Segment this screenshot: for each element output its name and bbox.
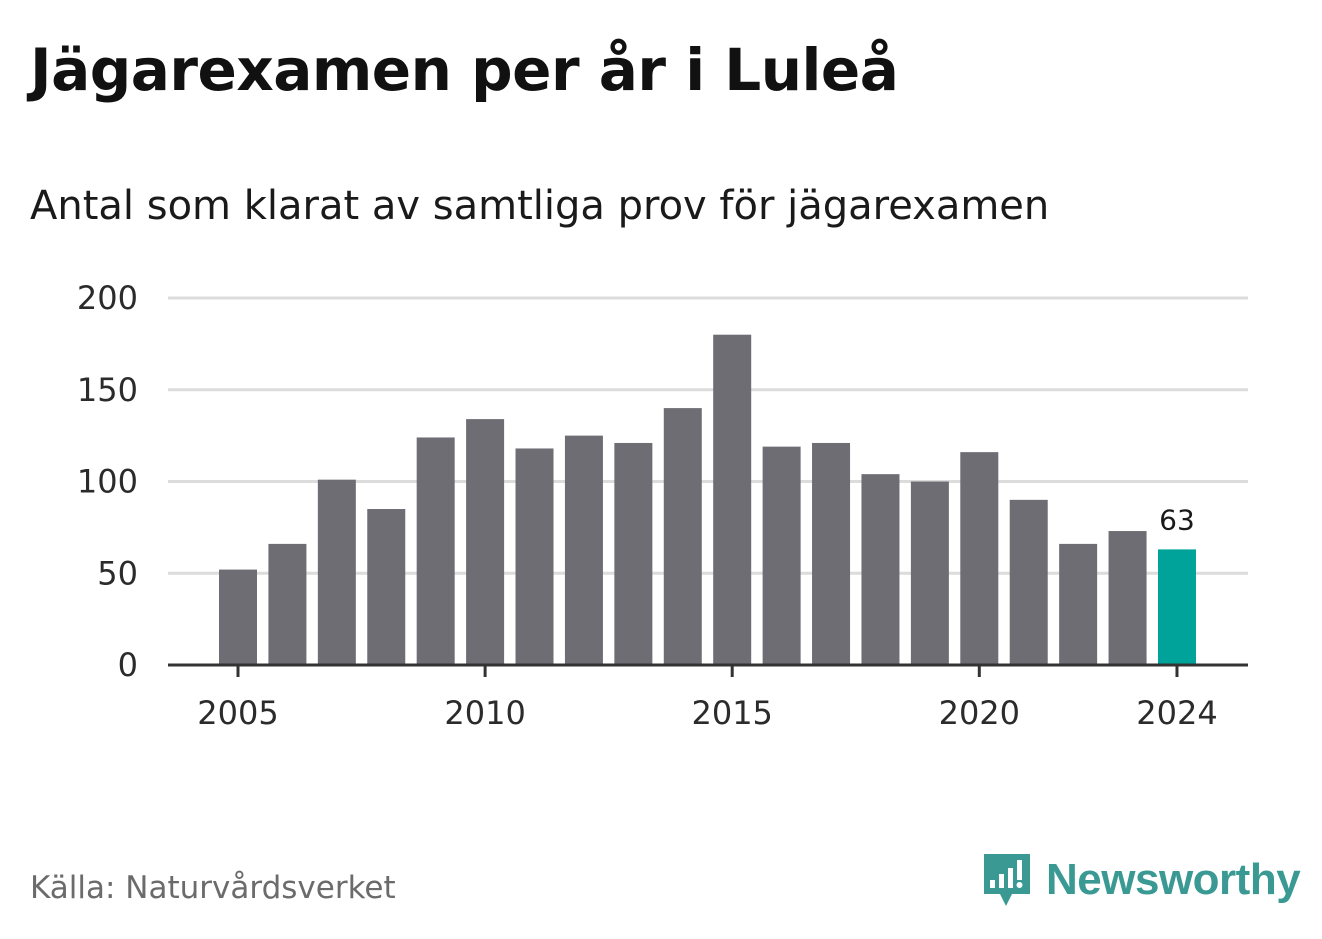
newsworthy-logo-icon — [984, 854, 1030, 906]
data-labels: 63 — [1159, 503, 1195, 536]
bar-2011 — [515, 448, 554, 665]
bar-2013 — [614, 442, 653, 665]
bar-2010 — [466, 419, 505, 665]
bar-2007 — [317, 479, 356, 665]
y-tick-label: 50 — [97, 554, 138, 592]
bar-2006 — [268, 543, 307, 665]
bar-2005 — [219, 569, 257, 665]
bar-2009 — [416, 437, 455, 665]
x-tick-label: 2005 — [197, 694, 278, 732]
y-tick-label: 150 — [77, 371, 138, 409]
x-tick-label: 2020 — [939, 694, 1020, 732]
chart-title: Jägarexamen per år i Luleå — [30, 36, 899, 104]
chart-subtitle: Antal som klarat av samtliga prov för jä… — [30, 183, 1050, 229]
bar-chart: 0 50 100 150 200 2005 2010 2015 2020 2024 63 — [77, 279, 1248, 732]
bars — [219, 334, 1196, 665]
x-tick-label: 2010 — [444, 694, 525, 732]
source-note: Källa: Naturvårdsverket — [30, 870, 396, 906]
bar-2024 — [1157, 549, 1196, 665]
bar-2021 — [1009, 499, 1048, 665]
bar-2017 — [812, 442, 851, 665]
bar-2020 — [960, 452, 999, 665]
x-tick-label: 2015 — [691, 694, 772, 732]
x-tick-label: 2024 — [1136, 694, 1217, 732]
x-axis: 2005 2010 2015 2020 2024 — [168, 663, 1248, 732]
bar-2018 — [861, 474, 900, 665]
bar-2008 — [367, 509, 406, 665]
bar-2022 — [1059, 543, 1098, 665]
bar-2019 — [910, 481, 949, 665]
y-tick-label: 100 — [77, 463, 138, 501]
y-axis-ticks: 0 50 100 150 200 — [77, 279, 138, 684]
bar-2023 — [1108, 531, 1147, 665]
bar-2014 — [663, 408, 702, 665]
highlight-value-label: 63 — [1159, 503, 1195, 536]
brand-name: Newsworthy — [1046, 855, 1301, 904]
bar-2015 — [713, 334, 752, 665]
bar-2012 — [564, 435, 603, 665]
y-tick-label: 200 — [77, 279, 138, 317]
brand: Newsworthy — [980, 850, 1301, 910]
y-tick-label: 0 — [118, 646, 138, 684]
bar-2016 — [762, 446, 801, 665]
